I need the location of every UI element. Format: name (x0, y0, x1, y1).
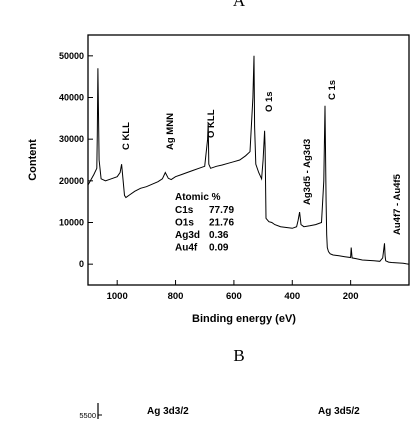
annotation-o-kll: O KLL (206, 109, 217, 138)
y-axis-label: Content (27, 139, 39, 181)
y-tick-label: 10000 (59, 218, 84, 228)
panel-b-peak-left: Ag 3d3/2 (147, 406, 189, 417)
x-axis-label: Binding energy (eV) (192, 313, 296, 325)
x-tick-label: 1000 (107, 291, 128, 302)
annotation-o-1s: O 1s (264, 91, 275, 112)
panel-a-label: A (233, 0, 246, 10)
x-tick-label: 800 (168, 291, 184, 302)
panel-b-ytick-top: 5500 (79, 411, 96, 419)
atomic-row-value: 0.09 (209, 243, 229, 254)
atomic-row-label: Au4f (175, 243, 198, 254)
y-tick-label: 0 (79, 259, 84, 269)
atomic-row-label: C1s (175, 205, 194, 216)
atomic-table: C1s 77.79 O1s 21.76 Ag3d 0.36 Au4f 0.09 (175, 205, 234, 254)
atomic-table-title: Atomic % (175, 192, 221, 203)
y-tick-label: 20000 (59, 176, 84, 186)
annotation-au4f: Au4f7 - Au4f5 (392, 173, 403, 235)
panel-b-peak-right: Ag 3d5/2 (318, 406, 360, 417)
x-tick-label: 200 (343, 291, 359, 302)
atomic-row-value: 0.36 (209, 230, 229, 241)
xps-spectrum-line (87, 55, 410, 265)
atomic-row-value: 21.76 (209, 218, 234, 229)
annotation-ag3d: Ag3d5 - Ag3d3 (302, 139, 313, 205)
plot-frame (87, 34, 410, 286)
panel-b-label: B (233, 346, 244, 365)
y-tick-label: 50000 (59, 51, 84, 61)
y-tick-label: 40000 (59, 93, 84, 103)
x-tick-label: 600 (226, 291, 242, 302)
atomic-row-label: Ag3d (175, 230, 200, 241)
annotation-c-1s: C 1s (327, 80, 338, 100)
atomic-row-label: O1s (175, 218, 194, 229)
y-tick-label: 30000 (59, 134, 84, 144)
axis-ticks: 1000 800 600 400 200 0 10000 20000 30000 40000 500… (59, 51, 359, 302)
annotation-ag-mnn: Ag MNN (165, 113, 176, 150)
atomic-row-value: 77.79 (209, 205, 234, 216)
x-tick-label: 400 (284, 291, 300, 302)
annotation-c-kll: C KLL (121, 122, 132, 150)
